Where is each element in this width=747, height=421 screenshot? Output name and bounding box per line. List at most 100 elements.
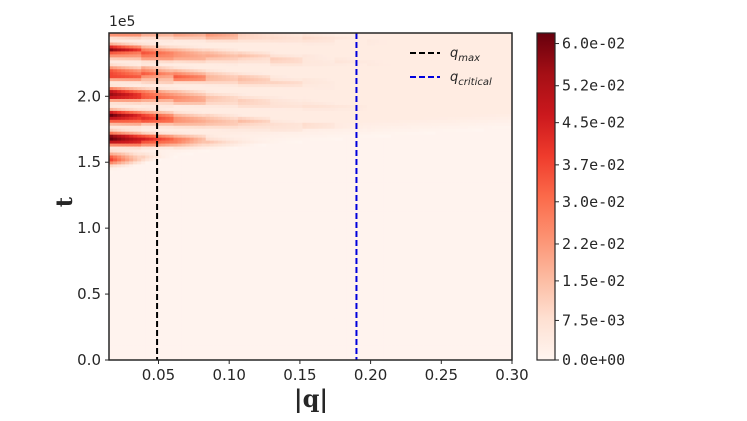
heatmap-cell <box>290 351 295 355</box>
heatmap-cell <box>217 151 223 156</box>
heatmap-cell <box>209 199 215 204</box>
heatmap-cell <box>129 184 134 189</box>
heatmap-cell <box>125 163 130 168</box>
heatmap-cell <box>241 104 247 108</box>
heatmap-cell <box>246 235 251 239</box>
heatmap-cell <box>205 193 211 198</box>
heatmap-cell <box>209 241 215 245</box>
heatmap-cell <box>270 71 275 76</box>
heatmap-cell <box>282 83 287 88</box>
heatmap-cell <box>205 44 211 49</box>
heatmap-cell <box>125 169 130 174</box>
heatmap-cell <box>177 190 183 195</box>
heatmap-cell <box>117 223 122 227</box>
heatmap-cell <box>173 279 179 284</box>
heatmap-cell <box>205 181 211 186</box>
heatmap-cell <box>137 125 142 129</box>
heatmap-cell <box>217 89 223 94</box>
heatmap-cell <box>185 56 191 61</box>
heatmap-cell <box>161 223 167 227</box>
heatmap-cell <box>258 41 263 46</box>
heatmap-cell <box>149 217 154 221</box>
heatmap-cell <box>241 184 247 189</box>
heatmap-cell <box>165 202 171 207</box>
heatmap-cell <box>133 187 138 192</box>
heatmap-cell <box>173 196 179 201</box>
heatmap-cell <box>205 178 211 183</box>
heatmap-cell <box>233 122 239 126</box>
heatmap-cell <box>258 169 263 174</box>
heatmap-cell <box>282 107 287 111</box>
heatmap-cell <box>286 142 291 147</box>
heatmap-cell <box>209 62 215 67</box>
heatmap-cell <box>125 38 130 43</box>
heatmap-cell <box>165 318 171 322</box>
heatmap-cell <box>290 238 295 242</box>
heatmap-cell <box>133 116 138 120</box>
heatmap-cell <box>161 116 167 120</box>
heatmap-cell <box>282 318 287 322</box>
heatmap-cell <box>270 190 275 195</box>
heatmap-cell <box>254 357 259 360</box>
heatmap-cell <box>246 53 251 58</box>
heatmap-cell <box>133 184 138 189</box>
heatmap-cell <box>161 148 167 153</box>
heatmap-cell <box>169 282 175 287</box>
heatmap-cell <box>125 148 130 153</box>
heatmap-cell <box>241 208 247 212</box>
heatmap-cell <box>250 128 255 132</box>
heatmap-cell <box>193 119 199 123</box>
heatmap-cell <box>129 33 134 37</box>
heatmap-cell <box>237 151 243 156</box>
heatmap-cell <box>262 86 267 91</box>
heatmap-cell <box>157 232 162 236</box>
heatmap-cell <box>233 137 239 141</box>
heatmap-cell <box>274 238 279 242</box>
heatmap-cell <box>177 56 183 61</box>
heatmap-cell <box>181 244 187 248</box>
heatmap-cell <box>221 205 227 209</box>
heatmap-cell <box>181 101 187 105</box>
heatmap-cell <box>189 238 195 242</box>
heatmap-cell <box>185 223 191 227</box>
heatmap-cell <box>217 252 223 257</box>
heatmap-cell <box>181 252 187 257</box>
heatmap-cell <box>258 148 263 153</box>
heatmap-cell <box>129 294 134 299</box>
heatmap-cell <box>282 351 287 355</box>
heatmap-cell <box>241 178 247 183</box>
heatmap-cell <box>250 116 255 120</box>
heatmap-cell <box>209 166 215 171</box>
heatmap-cell <box>278 354 283 358</box>
heatmap-cell <box>145 285 150 290</box>
heatmap-cell <box>149 89 154 94</box>
heatmap-cell <box>161 318 167 322</box>
heatmap-cell <box>153 134 158 138</box>
heatmap-cell <box>125 261 130 266</box>
heatmap-cell <box>225 291 231 296</box>
heatmap-cell <box>197 151 203 156</box>
heatmap-cell <box>225 342 231 346</box>
heatmap-cell <box>213 339 219 343</box>
heatmap-cell <box>266 202 271 207</box>
heatmap-cell <box>113 327 118 331</box>
heatmap-cell <box>225 181 231 186</box>
heatmap-cell <box>217 125 223 129</box>
heatmap-cell <box>254 303 259 308</box>
heatmap-cell <box>278 285 283 290</box>
heatmap-cell <box>185 184 191 189</box>
heatmap-cell <box>201 202 207 207</box>
heatmap-cell <box>177 62 183 67</box>
heatmap-cell <box>233 291 239 296</box>
heatmap-cell <box>109 62 114 67</box>
heatmap-cell <box>177 339 183 343</box>
heatmap-cell <box>201 315 207 319</box>
heatmap-cell <box>278 175 283 180</box>
heatmap-cell <box>177 157 183 162</box>
heatmap-cell <box>290 282 295 287</box>
heatmap-cell <box>149 303 154 308</box>
heatmap-cell <box>286 202 291 207</box>
heatmap-cell <box>109 309 114 314</box>
heatmap-cell <box>149 74 154 79</box>
heatmap-cell <box>153 267 158 272</box>
